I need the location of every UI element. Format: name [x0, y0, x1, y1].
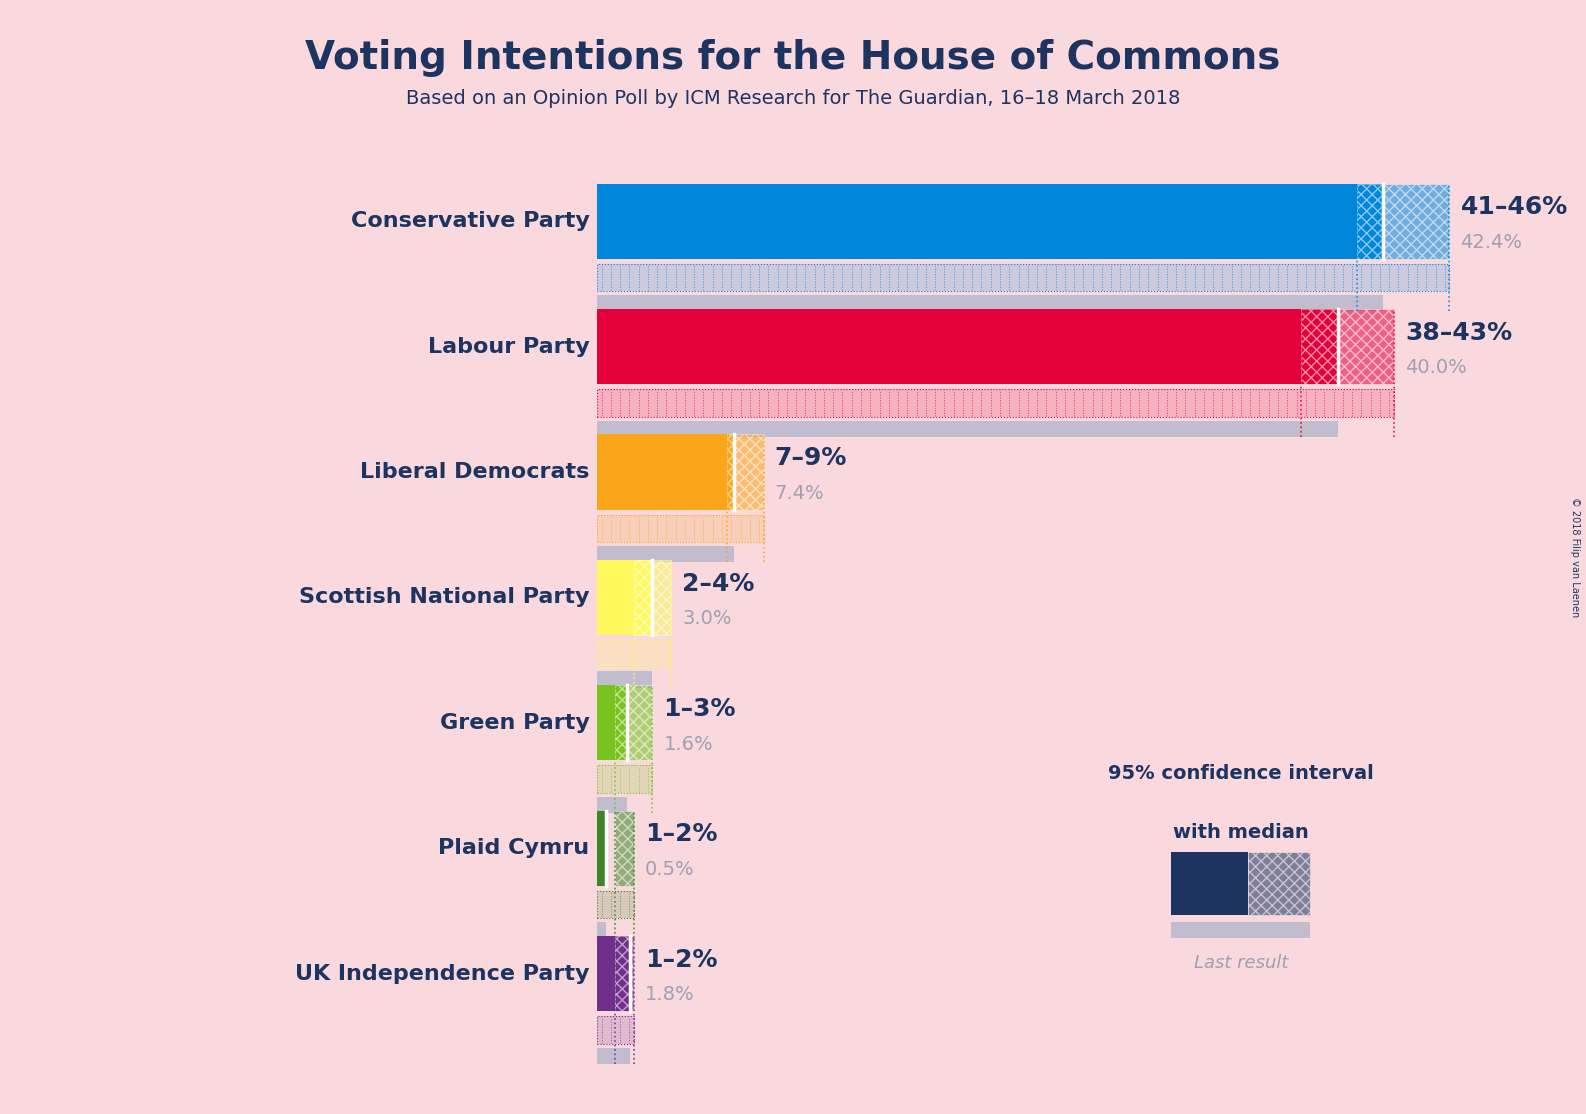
Text: 42.4%: 42.4%: [1461, 233, 1523, 252]
Bar: [1248, 852, 1310, 915]
Text: 1–2%: 1–2%: [646, 822, 717, 847]
Bar: [596, 389, 1394, 417]
Text: Green Party: Green Party: [439, 713, 590, 733]
Bar: [596, 515, 764, 543]
Bar: [615, 811, 634, 886]
Text: Scottish National Party: Scottish National Party: [300, 587, 590, 607]
Bar: [596, 309, 1339, 384]
Bar: [596, 184, 1383, 258]
Text: 3.0%: 3.0%: [682, 609, 731, 628]
Bar: [596, 672, 652, 687]
Text: 1.6%: 1.6%: [663, 734, 714, 753]
Bar: [596, 936, 630, 1012]
Text: 95% confidence interval: 95% confidence interval: [1109, 764, 1373, 783]
Bar: [596, 891, 634, 918]
Bar: [596, 1016, 634, 1044]
Text: 41–46%: 41–46%: [1461, 195, 1569, 219]
Text: Plaid Cymru: Plaid Cymru: [438, 838, 590, 858]
Bar: [1172, 852, 1248, 915]
Bar: [596, 797, 626, 813]
Text: Voting Intentions for the House of Commons: Voting Intentions for the House of Commo…: [306, 39, 1280, 77]
Bar: [726, 434, 764, 509]
Text: 38–43%: 38–43%: [1405, 321, 1511, 344]
Text: UK Independence Party: UK Independence Party: [295, 964, 590, 984]
Bar: [596, 421, 1339, 437]
Bar: [596, 765, 652, 793]
Bar: [596, 811, 606, 886]
Text: Based on an Opinion Poll by ICM Research for The Guardian, 16–18 March 2018: Based on an Opinion Poll by ICM Research…: [406, 89, 1180, 108]
Bar: [596, 891, 634, 918]
Text: Last result: Last result: [1194, 954, 1288, 971]
Text: 1–2%: 1–2%: [646, 948, 717, 971]
Text: 0.5%: 0.5%: [646, 860, 695, 879]
Bar: [634, 559, 671, 635]
Bar: [596, 641, 671, 667]
Text: 2–4%: 2–4%: [682, 571, 755, 596]
Bar: [596, 389, 1394, 417]
Text: 1.8%: 1.8%: [646, 986, 695, 1005]
Bar: [596, 546, 734, 563]
Text: Liberal Democrats: Liberal Democrats: [360, 462, 590, 482]
Bar: [596, 922, 606, 938]
Bar: [596, 765, 652, 793]
Text: Labour Party: Labour Party: [428, 336, 590, 356]
Bar: [1356, 184, 1450, 258]
Bar: [615, 685, 652, 761]
Bar: [596, 559, 652, 635]
Bar: [596, 1016, 634, 1044]
Text: 7.4%: 7.4%: [776, 483, 825, 502]
Bar: [1172, 922, 1310, 938]
Text: 40.0%: 40.0%: [1405, 359, 1467, 378]
Bar: [596, 434, 734, 509]
Bar: [596, 264, 1450, 292]
Bar: [615, 936, 634, 1012]
Text: © 2018 Filip van Laenen: © 2018 Filip van Laenen: [1570, 497, 1580, 617]
Text: Conservative Party: Conservative Party: [351, 212, 590, 232]
Bar: [596, 295, 1383, 312]
Bar: [596, 264, 1450, 292]
Bar: [1301, 309, 1394, 384]
Bar: [596, 685, 626, 761]
Text: 7–9%: 7–9%: [776, 447, 847, 470]
Bar: [596, 515, 764, 543]
Bar: [596, 641, 671, 667]
Text: with median: with median: [1174, 823, 1308, 842]
Text: 1–3%: 1–3%: [663, 697, 736, 721]
Bar: [596, 1047, 630, 1064]
